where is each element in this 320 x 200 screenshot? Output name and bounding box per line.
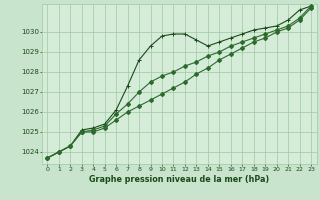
X-axis label: Graphe pression niveau de la mer (hPa): Graphe pression niveau de la mer (hPa) xyxy=(89,175,269,184)
